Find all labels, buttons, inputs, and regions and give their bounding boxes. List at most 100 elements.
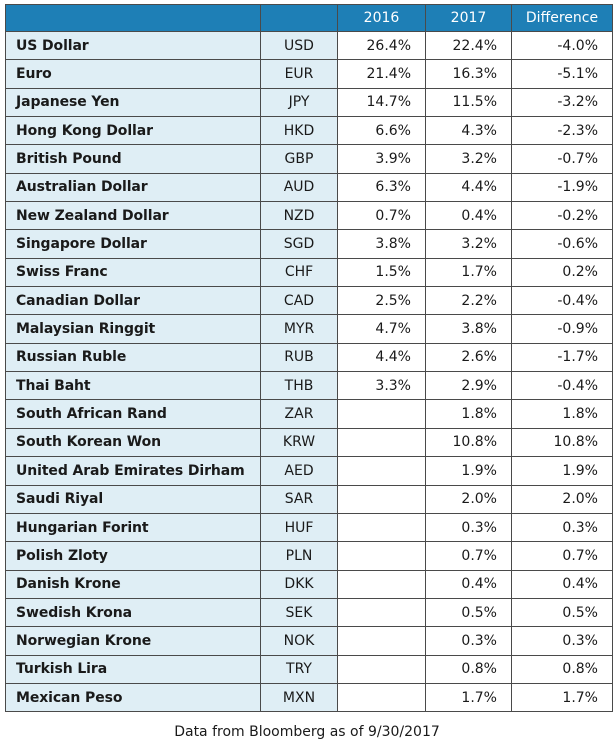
currency-name-cell: Danish Krone	[5, 569, 261, 599]
value-2016-cell	[337, 569, 426, 599]
table-row: Hong Kong Dollar HKD 6.6% 4.3% -2.3%	[5, 116, 613, 146]
difference-cell: -5.1%	[511, 59, 613, 89]
currency-name-cell: Turkish Lira	[5, 654, 261, 684]
difference-cell: -3.2%	[511, 87, 613, 118]
difference-cell: -0.2%	[511, 201, 613, 231]
table-row: Polish Zloty PLN 0.7% 0.7%	[5, 541, 613, 571]
currency-name-cell: South Korean Won	[5, 427, 261, 458]
currency-code-cell: DKK	[260, 569, 338, 599]
difference-cell: -1.9%	[511, 172, 613, 203]
difference-cell: -0.4%	[511, 371, 613, 401]
currency-name-cell: Hungarian Forint	[5, 512, 261, 543]
currency-code-cell: HUF	[260, 512, 338, 543]
value-2017-cell: 3.8%	[425, 314, 512, 344]
value-2016-cell: 0.7%	[337, 201, 426, 231]
currency-name-cell: Polish Zloty	[5, 541, 261, 571]
currency-name-cell: British Pound	[5, 144, 261, 174]
currency-table: 2016 2017 Difference US Dollar USD 26.4% 22…	[5, 4, 613, 713]
currency-code-cell: NZD	[260, 201, 338, 231]
currency-name-cell: Singapore Dollar	[5, 229, 261, 259]
value-2016-cell: 1.5%	[337, 257, 426, 288]
currency-code-cell: JPY	[260, 87, 338, 118]
currency-code-cell: USD	[260, 30, 338, 61]
currency-name-cell: Canadian Dollar	[5, 286, 261, 316]
value-2017-cell: 0.3%	[425, 626, 512, 656]
difference-cell: 2.0%	[511, 484, 613, 514]
table-row: Norwegian Krone NOK 0.3% 0.3%	[5, 626, 613, 656]
table-row: British Pound GBP 3.9% 3.2% -0.7%	[5, 144, 613, 174]
value-2016-cell	[337, 512, 426, 543]
difference-cell: 0.7%	[511, 541, 613, 571]
currency-code-cell: ZAR	[260, 399, 338, 429]
difference-cell: -2.3%	[511, 116, 613, 146]
header-currency-code	[260, 4, 338, 32]
value-2017-cell: 1.7%	[425, 257, 512, 288]
difference-cell: 0.4%	[511, 569, 613, 599]
difference-cell: -0.4%	[511, 286, 613, 316]
table-row: United Arab Emirates Dirham AED 1.9% 1.9%	[5, 456, 613, 486]
value-2017-cell: 0.7%	[425, 541, 512, 571]
value-2017-cell: 1.7%	[425, 682, 512, 713]
table-row: Russian Ruble RUB 4.4% 2.6% -1.7%	[5, 342, 613, 373]
source-footnote: Data from Bloomberg as of 9/30/2017	[174, 724, 440, 740]
value-2016-cell	[337, 427, 426, 458]
currency-name-cell: Swiss Franc	[5, 257, 261, 288]
table-row: South African Rand ZAR 1.8% 1.8%	[5, 399, 613, 429]
currency-code-cell: SGD	[260, 229, 338, 259]
table-row: Swiss Franc CHF 1.5% 1.7% 0.2%	[5, 257, 613, 288]
currency-name-cell: Thai Baht	[5, 371, 261, 401]
value-2016-cell	[337, 541, 426, 571]
value-2016-cell	[337, 399, 426, 429]
value-2017-cell: 3.2%	[425, 144, 512, 174]
table-row: Saudi Riyal SAR 2.0% 2.0%	[5, 484, 613, 514]
currency-name-cell: United Arab Emirates Dirham	[5, 456, 261, 486]
value-2016-cell	[337, 626, 426, 656]
value-2016-cell: 3.3%	[337, 371, 426, 401]
difference-cell: -0.7%	[511, 144, 613, 174]
table-row: New Zealand Dollar NZD 0.7% 0.4% -0.2%	[5, 201, 613, 231]
value-2017-cell: 16.3%	[425, 59, 512, 89]
table-row: Malaysian Ringgit MYR 4.7% 3.8% -0.9%	[5, 314, 613, 344]
currency-name-cell: Japanese Yen	[5, 87, 261, 118]
header-2017: 2017	[425, 4, 512, 32]
value-2017-cell: 2.9%	[425, 371, 512, 401]
currency-code-cell: TRY	[260, 654, 338, 684]
currency-name-cell: Norwegian Krone	[5, 626, 261, 656]
value-2016-cell: 4.4%	[337, 342, 426, 373]
currency-code-cell: SEK	[260, 597, 338, 628]
value-2017-cell: 0.3%	[425, 512, 512, 543]
difference-cell: -0.9%	[511, 314, 613, 344]
currency-code-cell: CHF	[260, 257, 338, 288]
currency-name-cell: Russian Ruble	[5, 342, 261, 373]
value-2017-cell: 4.3%	[425, 116, 512, 146]
value-2017-cell: 3.2%	[425, 229, 512, 259]
value-2016-cell	[337, 654, 426, 684]
value-2017-cell: 2.2%	[425, 286, 512, 316]
value-2016-cell: 26.4%	[337, 30, 426, 61]
currency-name-cell: Mexican Peso	[5, 682, 261, 713]
currency-name-cell: Malaysian Ringgit	[5, 314, 261, 344]
value-2016-cell: 3.9%	[337, 144, 426, 174]
header-2016: 2016	[337, 4, 426, 32]
value-2016-cell: 14.7%	[337, 87, 426, 118]
difference-cell: 0.3%	[511, 512, 613, 543]
currency-name-cell: South African Rand	[5, 399, 261, 429]
table-body: US Dollar USD 26.4% 22.4% -4.0% Euro EUR 21.4% 1…	[5, 30, 613, 713]
currency-code-cell: HKD	[260, 116, 338, 146]
currency-code-cell: RUB	[260, 342, 338, 373]
table-row: Mexican Peso MXN 1.7% 1.7%	[5, 682, 613, 713]
value-2017-cell: 1.9%	[425, 456, 512, 486]
table-header: 2016 2017 Difference	[5, 4, 613, 32]
value-2017-cell: 1.8%	[425, 399, 512, 429]
currency-code-cell: CAD	[260, 286, 338, 316]
difference-cell: 0.3%	[511, 626, 613, 656]
table-row: Turkish Lira TRY 0.8% 0.8%	[5, 654, 613, 684]
value-2017-cell: 22.4%	[425, 30, 512, 61]
currency-code-cell: AUD	[260, 172, 338, 203]
value-2016-cell: 3.8%	[337, 229, 426, 259]
currency-name-cell: Australian Dollar	[5, 172, 261, 203]
currency-name-cell: Swedish Krona	[5, 597, 261, 628]
value-2017-cell: 2.0%	[425, 484, 512, 514]
value-2017-cell: 0.4%	[425, 569, 512, 599]
